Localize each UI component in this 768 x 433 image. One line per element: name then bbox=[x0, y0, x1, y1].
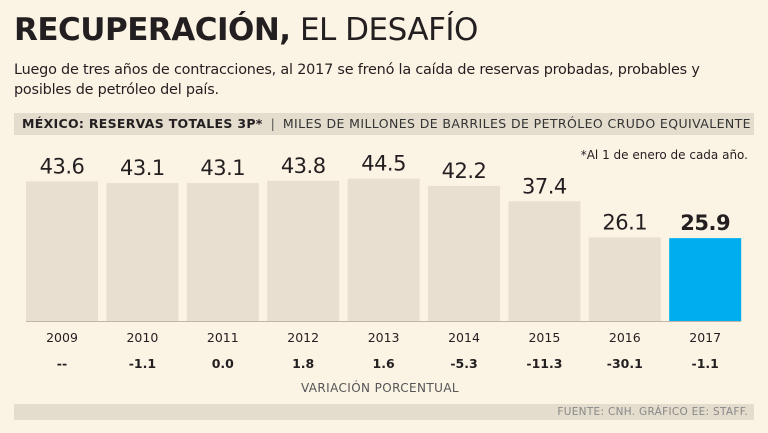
bar-2015 bbox=[508, 201, 581, 321]
variation-value-2017: -1.1 bbox=[692, 356, 719, 371]
value-label-2017: 25.9 bbox=[680, 211, 730, 235]
bar-2010 bbox=[106, 183, 179, 321]
variation-value-2014: -5.3 bbox=[450, 356, 477, 371]
bar-2013 bbox=[347, 178, 420, 321]
category-label-2012: 2012 bbox=[287, 330, 319, 345]
variation-value-2015: -11.3 bbox=[526, 356, 562, 371]
source-text: FUENTE: CNH. GRÁFICO EE: STAFF. bbox=[557, 406, 748, 418]
bar-2014 bbox=[428, 185, 500, 321]
header-separator: | bbox=[270, 116, 275, 131]
category-label-2013: 2013 bbox=[368, 330, 400, 345]
footnote: *Al 1 de enero de cada año. bbox=[580, 148, 748, 162]
header-units: MILES DE MILLONES DE BARRILES DE PETRÓLE… bbox=[282, 116, 751, 131]
value-label-2015: 37.4 bbox=[522, 174, 567, 198]
bar-2016 bbox=[588, 237, 661, 321]
variation-value-2016: -30.1 bbox=[607, 356, 643, 371]
title-bold: RECUPERACIÓN, bbox=[14, 12, 291, 48]
bar-2009 bbox=[26, 181, 98, 321]
value-label-2009: 43.6 bbox=[40, 154, 85, 178]
variation-value-2009: -- bbox=[57, 356, 67, 371]
category-label-2014: 2014 bbox=[448, 330, 480, 345]
value-label-2011: 43.1 bbox=[200, 156, 245, 180]
category-label-2009: 2009 bbox=[46, 330, 78, 345]
bar-2017 bbox=[669, 238, 742, 321]
value-label-2014: 42.2 bbox=[442, 159, 487, 183]
value-label-2012: 43.8 bbox=[281, 154, 326, 178]
header-region: MÉXICO: RESERVAS TOTALES 3P* bbox=[22, 116, 263, 131]
value-label-2010: 43.1 bbox=[120, 156, 165, 180]
chart-header-bar: MÉXICO: RESERVAS TOTALES 3P* | MILES DE … bbox=[14, 113, 754, 135]
category-label-2016: 2016 bbox=[609, 330, 641, 345]
category-label-2015: 2015 bbox=[528, 330, 560, 345]
variation-value-2011: 0.0 bbox=[212, 356, 234, 371]
bar-2012 bbox=[267, 180, 340, 321]
category-label-2011: 2011 bbox=[207, 330, 239, 345]
value-label-2013: 44.5 bbox=[361, 152, 406, 176]
variation-label: VARIACIÓN PORCENTUAL bbox=[0, 381, 768, 395]
category-label-2010: 2010 bbox=[126, 330, 158, 345]
bar-2011 bbox=[186, 183, 259, 321]
value-label-2016: 26.1 bbox=[602, 210, 647, 234]
category-label-2017: 2017 bbox=[689, 330, 721, 345]
variation-value-2012: 1.8 bbox=[292, 356, 314, 371]
source-bar: FUENTE: CNH. GRÁFICO EE: STAFF. bbox=[14, 404, 754, 420]
chart-subtitle: Luego de tres años de contracciones, al … bbox=[14, 62, 700, 98]
chart-title: RECUPERACIÓN, EL DESAFÍO bbox=[14, 10, 478, 50]
variation-value-2010: -1.1 bbox=[129, 356, 156, 371]
variation-value-2013: 1.6 bbox=[373, 356, 395, 371]
title-light: EL DESAFÍO bbox=[299, 12, 479, 48]
variation-label-text: VARIACIÓN PORCENTUAL bbox=[300, 381, 460, 395]
